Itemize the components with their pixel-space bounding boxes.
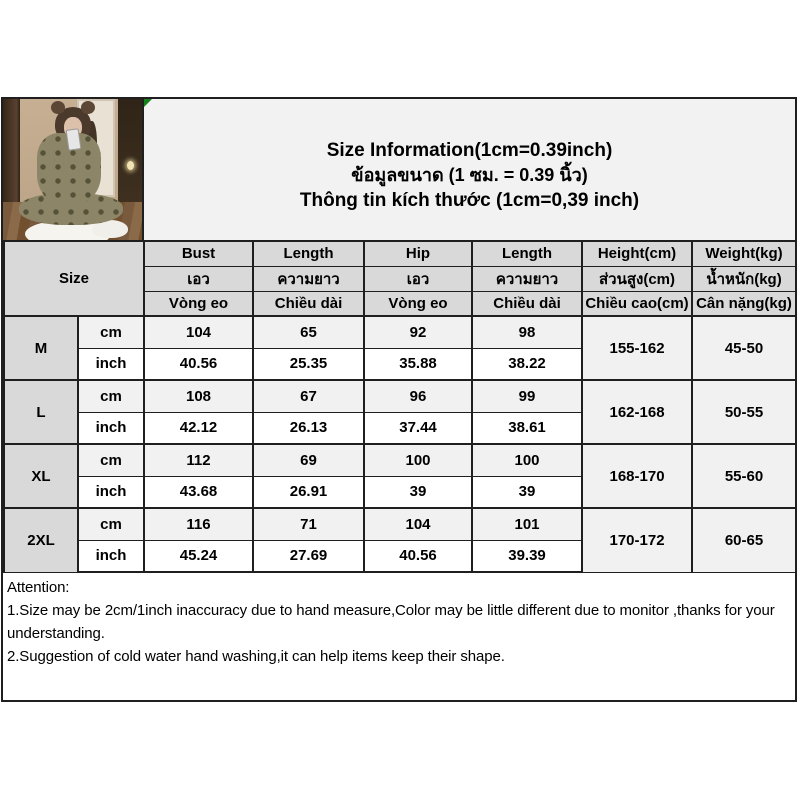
height-range-cell: 162-168 bbox=[581, 379, 694, 445]
measurement-inch-cell: 27.69 bbox=[252, 539, 366, 573]
measurement-inch-cell: 39 bbox=[363, 475, 474, 509]
measurement-cm-cell: 71 bbox=[252, 507, 366, 541]
column-header-en: Bust bbox=[143, 240, 255, 267]
measurement-cm-cell: 100 bbox=[471, 443, 584, 477]
measurement-inch-cell: 37.44 bbox=[363, 411, 474, 445]
measurement-inch-cell: 38.22 bbox=[471, 347, 584, 381]
title-block: Size Information(1cm=0.39inch) ข้อมูลขนา… bbox=[144, 99, 795, 240]
measurement-cm-cell: 108 bbox=[143, 379, 255, 413]
measurement-inch-cell: 43.68 bbox=[143, 475, 255, 509]
content-box: Size Information(1cm=0.39inch) ข้อมูลขนา… bbox=[1, 97, 798, 702]
unit-cm-cell: cm bbox=[76, 443, 146, 477]
unit-inch-cell: inch bbox=[76, 347, 146, 381]
title-vietnamese: Thông tin kích thước (1cm=0,39 inch) bbox=[299, 190, 640, 211]
column-header-en: Length bbox=[252, 240, 366, 267]
column-header-th: น้ำหนัก(kg) bbox=[691, 265, 798, 292]
column-header-th: เอว bbox=[363, 265, 474, 292]
column-header-th: เอว bbox=[143, 265, 255, 292]
measurement-cm-cell: 104 bbox=[363, 507, 474, 541]
photo-model-hair-bun bbox=[51, 101, 65, 114]
size-header-cell: Size bbox=[2, 240, 146, 317]
product-photo bbox=[3, 99, 144, 240]
measurement-cm-cell: 100 bbox=[363, 443, 474, 477]
measurement-cm-cell: 112 bbox=[143, 443, 255, 477]
height-range-cell: 170-172 bbox=[581, 507, 694, 573]
column-header-th: ความยาว bbox=[471, 265, 584, 292]
size-label-cell: M bbox=[3, 315, 79, 381]
attention-section: Attention: 1.Size may be 2cm/1inch inacc… bbox=[3, 573, 795, 668]
measurement-inch-cell: 39 bbox=[471, 475, 584, 509]
column-header-en: Length bbox=[471, 240, 584, 267]
weight-range-cell: 55-60 bbox=[691, 443, 798, 509]
column-header-vi: Chiều cao(cm) bbox=[581, 290, 694, 317]
photo-cushion bbox=[25, 220, 111, 240]
unit-cm-cell: cm bbox=[76, 315, 146, 349]
column-header-vi: Chiều dài bbox=[252, 290, 366, 317]
measurement-cm-cell: 104 bbox=[143, 315, 255, 349]
measurement-inch-cell: 42.12 bbox=[143, 411, 255, 445]
photo-lamp bbox=[127, 161, 134, 170]
photo-phone bbox=[65, 128, 82, 151]
unit-inch-cell: inch bbox=[76, 539, 146, 573]
unit-cm-cell: cm bbox=[76, 507, 146, 541]
measurement-inch-cell: 26.91 bbox=[252, 475, 366, 509]
measurement-inch-cell: 40.56 bbox=[363, 539, 474, 573]
measurement-inch-cell: 26.13 bbox=[252, 411, 366, 445]
attention-note-2: 2.Suggestion of cold water hand washing,… bbox=[7, 648, 505, 665]
attention-heading: Attention: bbox=[7, 579, 70, 596]
photo-model-hair-bun bbox=[81, 101, 95, 114]
column-header-th: ส่วนสูง(cm) bbox=[581, 265, 694, 292]
size-label-cell: 2XL bbox=[3, 507, 79, 573]
photo-slipper bbox=[92, 220, 128, 238]
size-label-cell: XL bbox=[3, 443, 79, 509]
weight-range-cell: 45-50 bbox=[691, 315, 798, 381]
title-english: Size Information(1cm=0.39inch) bbox=[326, 140, 613, 161]
measurement-inch-cell: 39.39 bbox=[471, 539, 584, 573]
weight-range-cell: 50-55 bbox=[691, 379, 798, 445]
measurement-cm-cell: 98 bbox=[471, 315, 584, 349]
top-section: Size Information(1cm=0.39inch) ข้อมูลขนา… bbox=[3, 99, 795, 240]
column-header-en: Hip bbox=[363, 240, 474, 267]
weight-range-cell: 60-65 bbox=[691, 507, 798, 573]
measurement-cm-cell: 67 bbox=[252, 379, 366, 413]
unit-inch-cell: inch bbox=[76, 475, 146, 509]
column-header-vi: Cân nặng(kg) bbox=[691, 290, 798, 317]
column-header-en: Height(cm) bbox=[581, 240, 694, 267]
measurement-inch-cell: 38.61 bbox=[471, 411, 584, 445]
measurement-cm-cell: 92 bbox=[363, 315, 474, 349]
column-header-vi: Chiều dài bbox=[471, 290, 584, 317]
measurement-inch-cell: 45.24 bbox=[143, 539, 255, 573]
column-header-vi: Vòng eo bbox=[363, 290, 474, 317]
measurement-inch-cell: 25.35 bbox=[252, 347, 366, 381]
excel-corner-marker-icon bbox=[144, 99, 152, 107]
column-header-th: ความยาว bbox=[252, 265, 366, 292]
unit-inch-cell: inch bbox=[76, 411, 146, 445]
size-label-cell: L bbox=[3, 379, 79, 445]
measurement-inch-cell: 35.88 bbox=[363, 347, 474, 381]
height-range-cell: 168-170 bbox=[581, 443, 694, 509]
column-header-en: Weight(kg) bbox=[691, 240, 798, 267]
measurement-cm-cell: 101 bbox=[471, 507, 584, 541]
measurement-cm-cell: 99 bbox=[471, 379, 584, 413]
unit-cm-cell: cm bbox=[76, 379, 146, 413]
measurement-cm-cell: 69 bbox=[252, 443, 366, 477]
measurement-cm-cell: 65 bbox=[252, 315, 366, 349]
title-thai: ข้อมูลขนาด (1 ซม. = 0.39 นิ้ว) bbox=[351, 165, 588, 185]
attention-note-1: 1.Size may be 2cm/1inch inaccuracy due t… bbox=[7, 602, 775, 642]
height-range-cell: 155-162 bbox=[581, 315, 694, 381]
measurement-inch-cell: 40.56 bbox=[143, 347, 255, 381]
column-header-vi: Vòng eo bbox=[143, 290, 255, 317]
size-table: Size Bust Length Hip Length Height(cm) Weight(… bbox=[2, 240, 798, 573]
measurement-cm-cell: 116 bbox=[143, 507, 255, 541]
measurement-cm-cell: 96 bbox=[363, 379, 474, 413]
